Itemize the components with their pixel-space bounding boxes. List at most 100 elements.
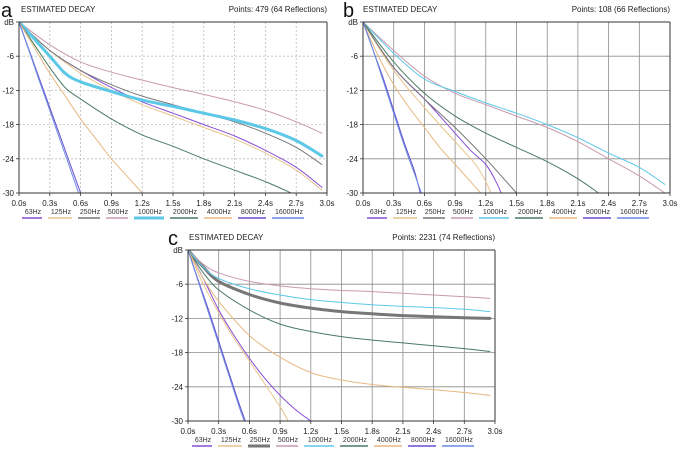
x-tick-label: 1.5s bbox=[165, 199, 180, 208]
y-tick-label: -6 bbox=[176, 280, 184, 289]
x-tick-label: 0.6s bbox=[242, 427, 257, 436]
legend-label: 1000Hz bbox=[138, 209, 163, 216]
legend-item: 63Hz bbox=[192, 437, 212, 447]
y-tick-label: -6 bbox=[7, 52, 15, 61]
legend-item: 2000Hz bbox=[515, 209, 543, 219]
series-line-1000Hz bbox=[188, 250, 491, 313]
legend-item: 125Hz bbox=[393, 209, 417, 219]
legend-label: 63Hz bbox=[25, 209, 42, 216]
x-tick-label: 0.3s bbox=[211, 427, 226, 436]
series-line-500Hz bbox=[363, 22, 666, 194]
y-tick-label: -24 bbox=[171, 383, 183, 392]
x-tick-label: 3.0s bbox=[319, 199, 334, 208]
x-tick-label: 0.0s bbox=[11, 199, 26, 208]
legend-item: 1000Hz bbox=[304, 437, 334, 447]
series-line-250Hz bbox=[188, 250, 492, 320]
legend-item: 125Hz bbox=[48, 209, 72, 219]
legend-item: 250Hz bbox=[423, 209, 446, 219]
legend-label: 16000Hz bbox=[275, 209, 304, 216]
legend-item: 63Hz bbox=[367, 209, 387, 219]
x-tick-label: 0.0s bbox=[355, 199, 370, 208]
panel-letter: b bbox=[343, 0, 354, 22]
x-tick-label: 2.1s bbox=[227, 199, 242, 208]
legend-label: 250Hz bbox=[250, 437, 271, 444]
x-tick-label: 2.4s bbox=[258, 199, 273, 208]
y-tick-label: -6 bbox=[351, 52, 359, 61]
y-tick-label: dB bbox=[173, 246, 183, 255]
x-tick-label: 2.7s bbox=[289, 199, 304, 208]
chart-panel-b: b ESTIMATED DECAY Points: 108 (66 Reflecti… bbox=[343, 0, 678, 219]
x-tick-label: 2.4s bbox=[426, 427, 441, 436]
x-tick-label: 2.1s bbox=[395, 427, 410, 436]
legend-label: 63Hz bbox=[370, 209, 387, 216]
series-line-63Hz bbox=[188, 250, 312, 422]
legend-label: 63Hz bbox=[195, 437, 212, 444]
series-line-16000Hz bbox=[188, 250, 245, 422]
y-tick-label: -12 bbox=[346, 86, 358, 95]
series-line-500Hz bbox=[188, 250, 491, 299]
legend-item: 4000Hz bbox=[374, 437, 402, 447]
series-line-250Hz bbox=[363, 22, 517, 194]
x-tick-label: 0.9s bbox=[104, 199, 119, 208]
legend-item: 8000Hz bbox=[238, 209, 266, 219]
legend: 63Hz 125Hz 250Hz 500Hz 1000Hz 2000Hz 4000Hz 800… bbox=[192, 437, 474, 448]
y-tick-label: dB bbox=[348, 18, 358, 27]
series-line-2000Hz bbox=[188, 250, 491, 352]
panel-letter: a bbox=[1, 0, 13, 22]
x-tick-label: 0.3s bbox=[42, 199, 57, 208]
legend-item: 250Hz bbox=[248, 437, 271, 448]
y-tick-label: -18 bbox=[346, 121, 358, 130]
series-line-1000Hz bbox=[19, 22, 324, 158]
legend-label: 4000Hz bbox=[552, 209, 577, 216]
legend-label: 1000Hz bbox=[308, 437, 333, 444]
legend-item: 16000Hz bbox=[617, 209, 649, 219]
y-tick-label: -30 bbox=[171, 417, 183, 426]
series-line-2000Hz bbox=[363, 22, 599, 194]
x-tick-label: 0.3s bbox=[386, 199, 401, 208]
legend-item: 16000Hz bbox=[442, 437, 474, 447]
x-tick-label: 1.8s bbox=[540, 199, 555, 208]
legend-item: 8000Hz bbox=[408, 437, 436, 447]
x-tick-label: 1.5s bbox=[334, 427, 349, 436]
y-tick-label: dB bbox=[4, 18, 14, 27]
series-line-125Hz bbox=[188, 250, 289, 422]
legend-label: 4000Hz bbox=[377, 437, 402, 444]
x-tick-label: 0.9s bbox=[448, 199, 463, 208]
series-group bbox=[19, 22, 324, 194]
x-tick-label: 1.8s bbox=[365, 427, 380, 436]
panel-letter: c bbox=[168, 228, 178, 250]
legend-item: 1000Hz bbox=[479, 209, 509, 219]
x-tick-label: 1.2s bbox=[135, 199, 150, 208]
legend-label: 16000Hz bbox=[620, 209, 649, 216]
legend-label: 8000Hz bbox=[586, 209, 611, 216]
legend-label: 500Hz bbox=[108, 209, 129, 216]
legend-label: 500Hz bbox=[453, 209, 474, 216]
legend-label: 125Hz bbox=[51, 209, 72, 216]
x-tick-label: 1.2s bbox=[303, 427, 318, 436]
y-tick-label: -30 bbox=[2, 189, 14, 198]
x-tick-label: 0.0s bbox=[180, 427, 195, 436]
y-tick-label: -18 bbox=[171, 349, 183, 358]
x-tick-label: 2.7s bbox=[632, 199, 647, 208]
series-line-16000Hz bbox=[19, 22, 79, 194]
series-line-500Hz bbox=[19, 22, 323, 134]
legend-label: 2000Hz bbox=[173, 209, 198, 216]
series-line-125Hz bbox=[363, 22, 492, 194]
y-tick-label: -12 bbox=[2, 86, 14, 95]
y-tick-label: -18 bbox=[2, 121, 14, 130]
chart-title: ESTIMATED DECAY bbox=[21, 5, 96, 14]
legend-label: 8000Hz bbox=[411, 437, 436, 444]
x-tick-label: 3.0s bbox=[662, 199, 677, 208]
x-tick-label: 3.0s bbox=[487, 427, 502, 436]
series-line-16000Hz bbox=[363, 22, 422, 194]
chart-panel-c: c ESTIMATED DECAY Points: 2231 (74 Reflect… bbox=[168, 228, 503, 448]
series-line-125Hz bbox=[19, 22, 323, 191]
points-label: Points: 2231 (74 Reflections) bbox=[392, 233, 495, 242]
legend: 63Hz 125Hz 250Hz 500Hz 1000Hz 2000Hz 4000Hz 800… bbox=[22, 209, 304, 220]
legend-label: 2000Hz bbox=[343, 437, 368, 444]
x-tick-label: 1.2s bbox=[478, 199, 493, 208]
legend-label: 125Hz bbox=[221, 437, 242, 444]
legend-item: 500Hz bbox=[276, 437, 299, 447]
legend-item: 500Hz bbox=[106, 209, 129, 219]
legend-label: 1000Hz bbox=[483, 209, 508, 216]
